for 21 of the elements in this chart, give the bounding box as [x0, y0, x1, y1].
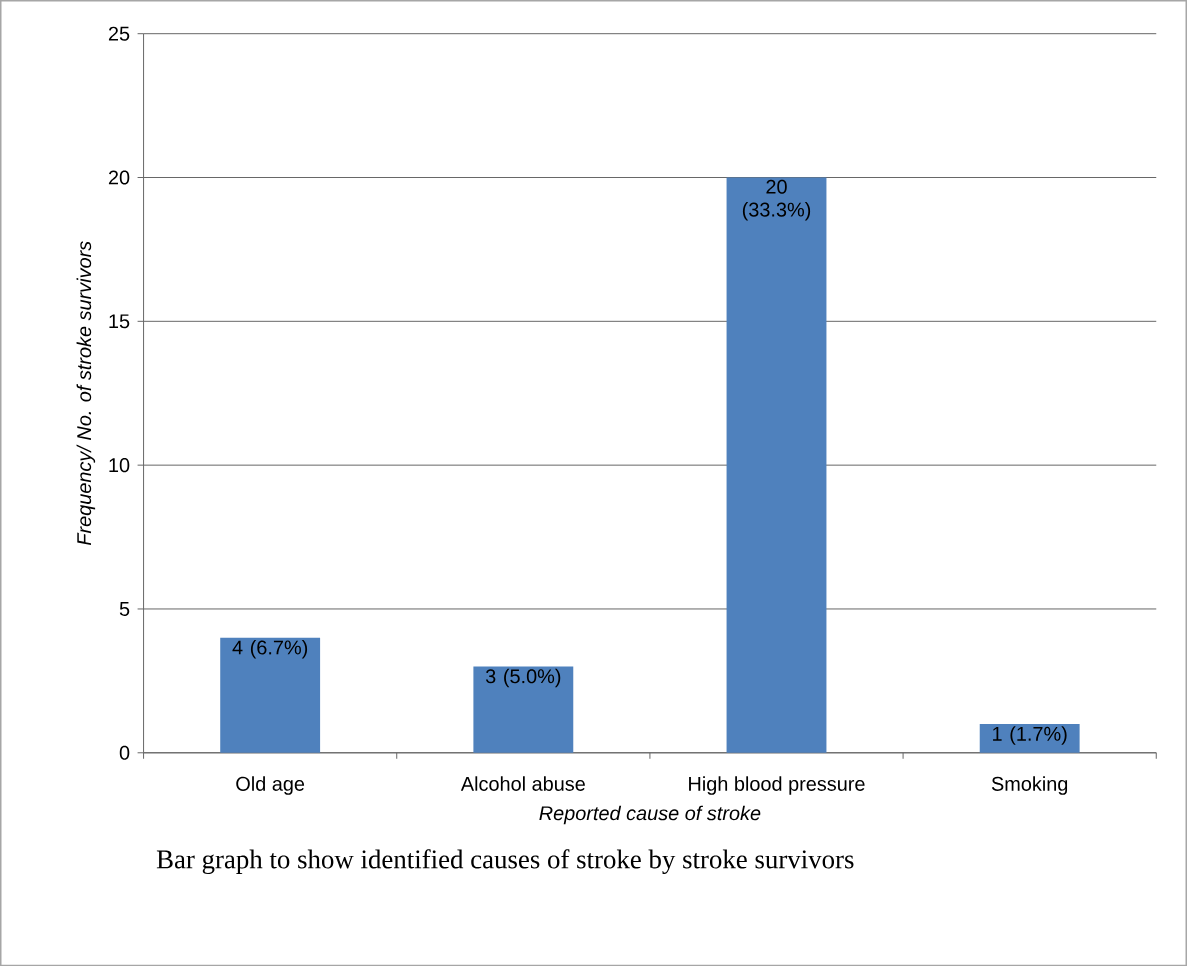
- bar: [726, 177, 827, 753]
- data-label: 1 (1.7%): [993, 726, 1067, 745]
- y-tick-label: 25: [108, 26, 130, 41]
- data-label: 4 (6.7%): [232, 639, 308, 659]
- bar: [979, 723, 1080, 753]
- x-tick-label: Alcohol abuse: [460, 776, 585, 791]
- y-tick-label: 5: [119, 601, 130, 616]
- y-tick-label: 15: [109, 314, 130, 329]
- data-label: 20 (33.3%): [742, 179, 811, 221]
- x-tick-label: Old age: [236, 776, 305, 795]
- y-axis-title: Frequency/ No. of stroke survivors: [76, 241, 96, 545]
- text: Bar graph to show identified causes of stroke by stroke survivors: [156, 849, 854, 874]
- y-tick-label: 20: [108, 170, 130, 185]
- y-tick-label: 10: [109, 457, 130, 473]
- x-tick-label: High blood pressure: [689, 776, 865, 795]
- x-axis-title: Reported cause of stroke: [539, 805, 761, 825]
- data-label: 3 (5.0%): [485, 668, 561, 688]
- bar: [473, 666, 574, 753]
- y-tick-label: 0: [119, 745, 130, 760]
- bar: [220, 637, 321, 753]
- x-tick-label: Smoking: [991, 776, 1068, 795]
